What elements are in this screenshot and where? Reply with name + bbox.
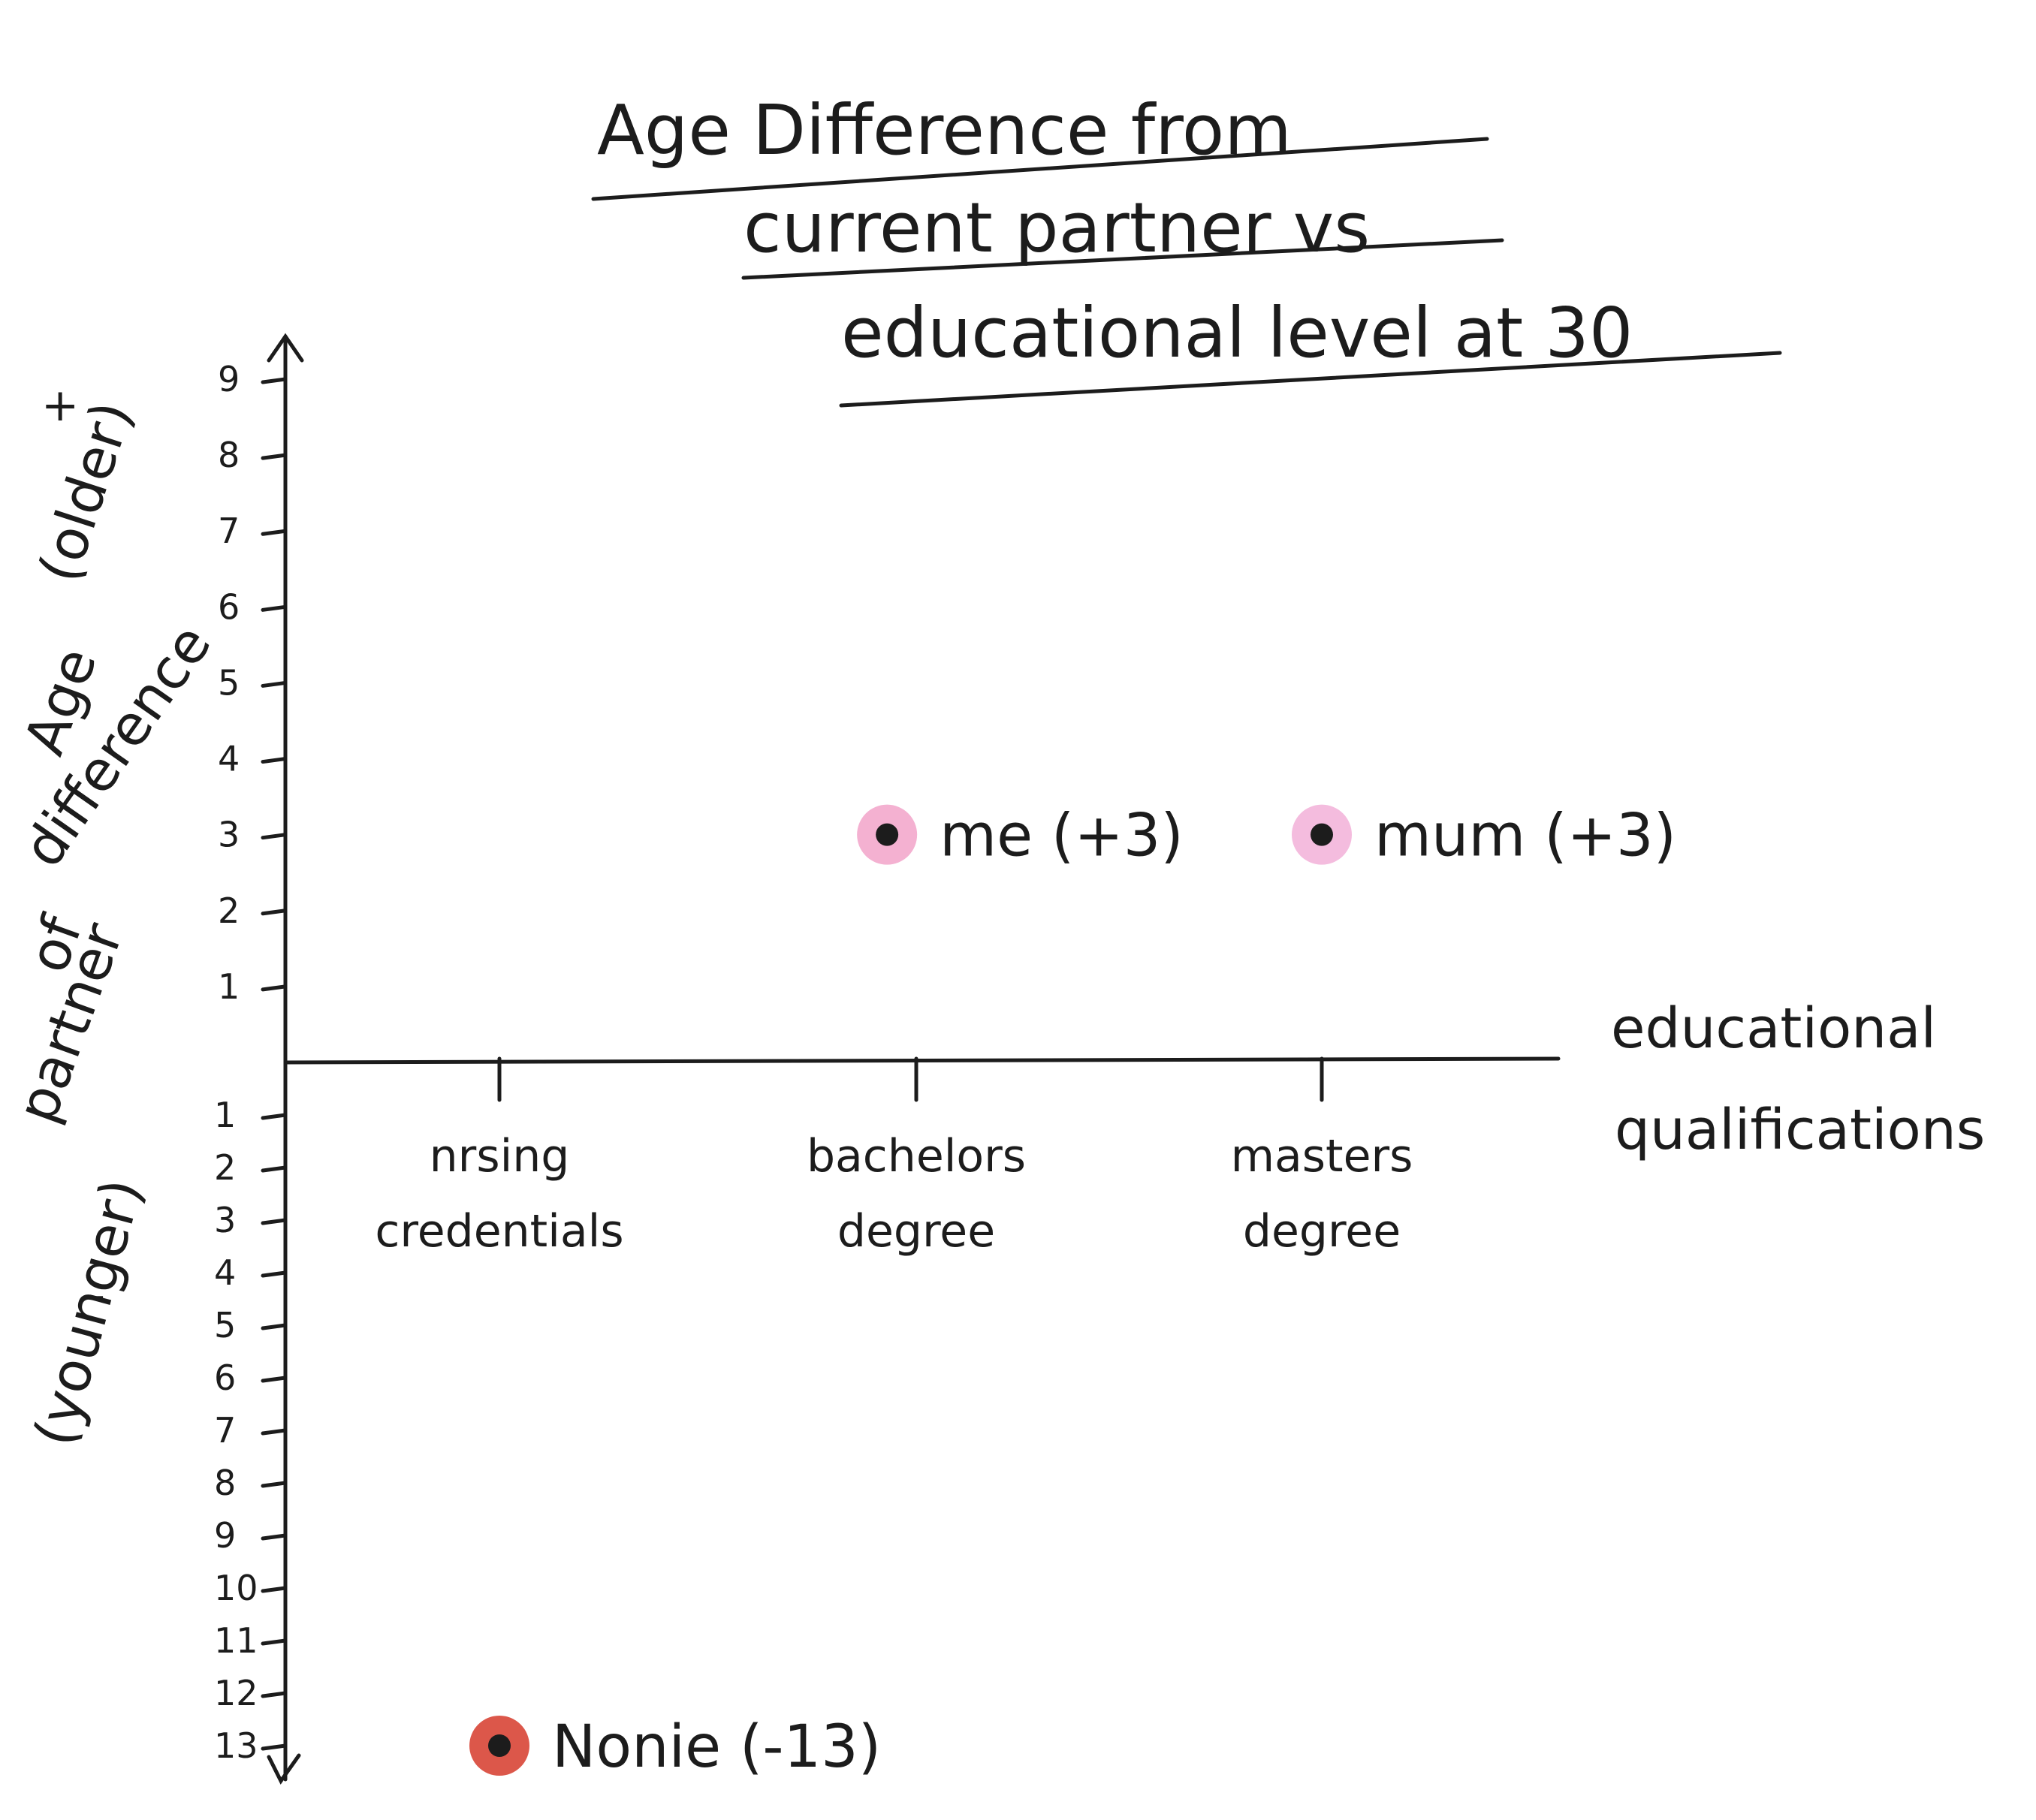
y-tick — [261, 833, 288, 840]
y-negative-sign: – — [83, 1269, 105, 1321]
y-tick-label: 12 — [214, 1673, 258, 1713]
point-label: Nonie (-13) — [552, 1713, 881, 1781]
y-tick — [261, 1113, 288, 1120]
y-tick-label: 2 — [214, 1147, 236, 1188]
y-tick-label: 7 — [214, 1410, 236, 1451]
data-point: Nonie (-13) — [469, 1713, 881, 1781]
y-tick-label: 8 — [218, 435, 240, 475]
y-tick — [261, 1586, 288, 1593]
y-tick — [261, 1165, 288, 1173]
y-tick — [261, 1218, 288, 1225]
y-tick — [261, 984, 288, 992]
x-axis-label-line-2: qualifications — [1615, 1098, 1985, 1162]
y-tick-label: 7 — [218, 511, 240, 551]
y-axis-arrow-up — [267, 333, 304, 363]
y-tick-label: 2 — [218, 890, 240, 931]
point-center — [1311, 823, 1333, 846]
x-category-label: credentials — [375, 1205, 623, 1258]
y-tick-label: 8 — [214, 1463, 236, 1503]
point-label: mum (+3) — [1374, 803, 1676, 870]
y-tick — [261, 1638, 288, 1646]
y-tick-label: 6 — [214, 1357, 236, 1398]
y-axis-arrow-down — [267, 1753, 301, 1785]
point-center — [488, 1734, 511, 1757]
y-tick — [261, 1270, 288, 1278]
y-tick — [261, 1323, 288, 1330]
data-points: me (+3) mum (+3) Nonie (-13) — [469, 803, 1676, 1781]
y-tick — [261, 453, 288, 460]
y-tick-label: 4 — [214, 1252, 236, 1293]
data-point: mum (+3) — [1292, 803, 1676, 870]
x-category-label: nrsing — [430, 1130, 570, 1183]
chart-title-line-1: Age Difference from — [597, 90, 1292, 170]
chart-title-line-3: educational level at 30 — [841, 293, 1633, 373]
data-point: me (+3) — [857, 803, 1184, 870]
x-category-label: bachelors — [807, 1130, 1026, 1183]
y-tick-label: 5 — [218, 662, 240, 703]
axes — [267, 333, 1561, 1785]
y-tick — [261, 1691, 288, 1698]
y-tick-label: 9 — [218, 359, 240, 399]
x-category-label: degree — [1243, 1205, 1401, 1258]
y-tick — [261, 680, 288, 688]
y-tick — [261, 1481, 288, 1488]
y-tick-label: 4 — [218, 739, 240, 779]
y-tick-label: 11 — [214, 1620, 258, 1661]
y-tick — [261, 1743, 288, 1751]
y-tick-label: 10 — [214, 1568, 258, 1608]
point-label: me (+3) — [940, 803, 1184, 870]
y-tick — [261, 377, 288, 384]
x-categories: nrsing credentials bachelors degree masters d… — [375, 1056, 1413, 1258]
x-category-label: masters — [1231, 1130, 1413, 1183]
y-tick-label: 9 — [214, 1515, 236, 1556]
x-axis-line — [283, 1056, 1561, 1065]
x-category-label: degree — [837, 1205, 995, 1258]
y-tick-label: 6 — [218, 586, 240, 627]
y-tick — [261, 1533, 288, 1541]
x-axis-label-line-1: educational — [1611, 996, 1936, 1061]
y-tick — [261, 1428, 288, 1436]
y-tick — [261, 604, 288, 612]
y-tick — [261, 1376, 288, 1383]
y-tick — [261, 908, 288, 916]
y-tick-label: 3 — [214, 1200, 236, 1240]
y-tick-label: 5 — [214, 1305, 236, 1345]
y-tick-label: 3 — [218, 815, 240, 855]
y-negative-label: (younger) — [22, 1172, 155, 1452]
point-center — [876, 823, 899, 846]
y-tick — [261, 757, 288, 764]
y-tick-label: 1 — [214, 1095, 236, 1135]
y-tick-label: 1 — [218, 966, 240, 1007]
y-positive-sign: + — [41, 379, 79, 432]
chart-title-line-2: current partner vs — [744, 188, 1370, 268]
y-tick — [261, 529, 288, 536]
y-tick-label: 13 — [214, 1725, 258, 1766]
